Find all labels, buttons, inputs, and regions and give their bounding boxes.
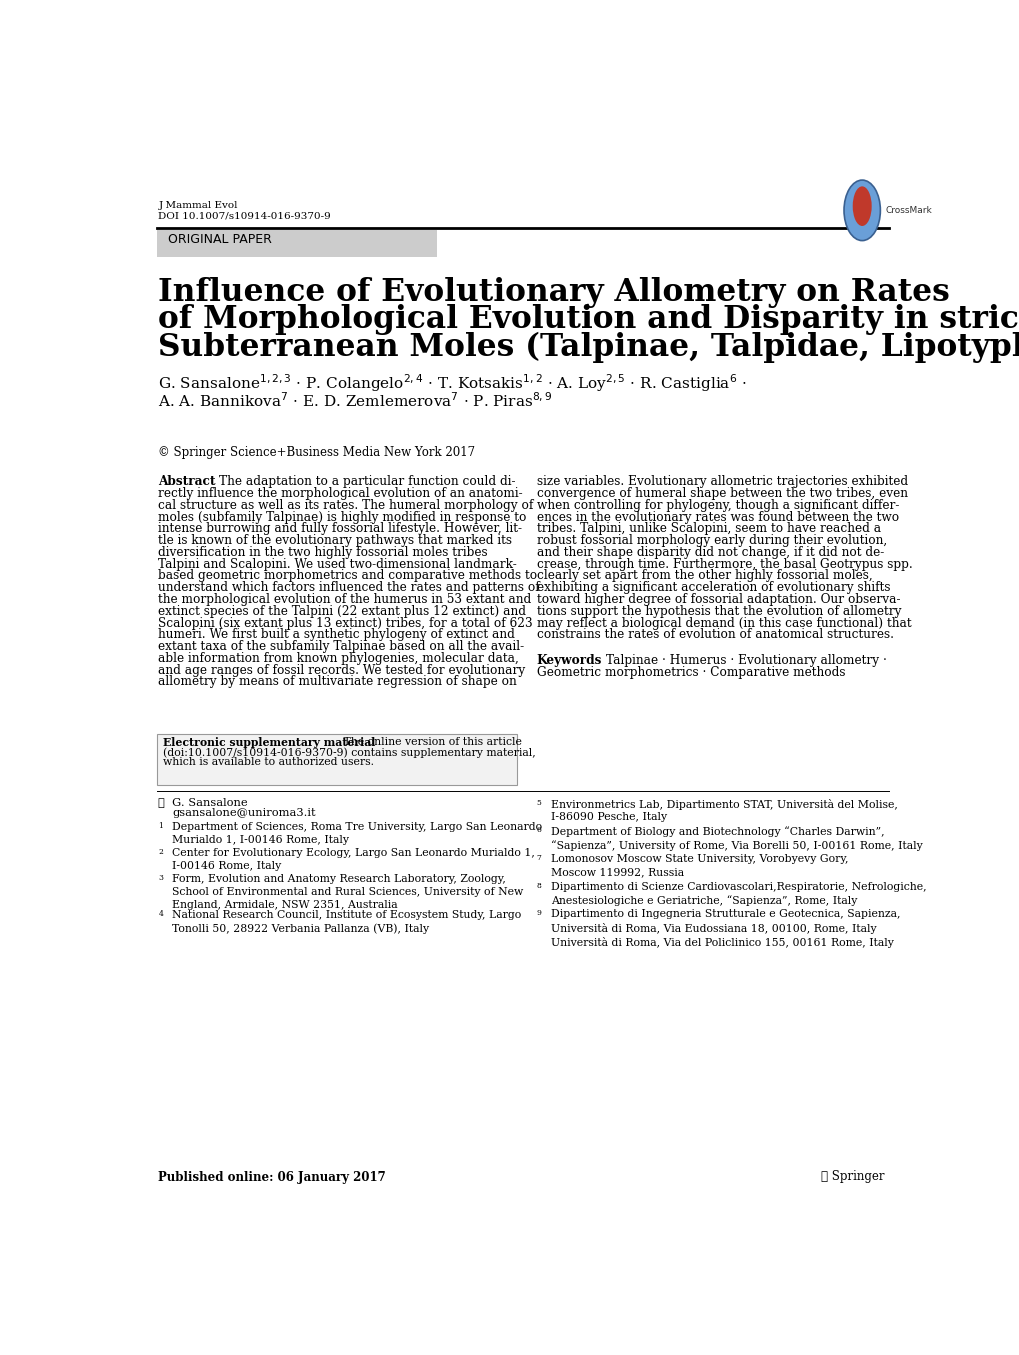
- Text: diversification in the two highly fossorial moles tribes: diversification in the two highly fossor…: [158, 546, 488, 558]
- Text: Influence of Evolutionary Allometry on Rates: Influence of Evolutionary Allometry on R…: [158, 276, 950, 308]
- Text: moles (subfamily Talpinae) is highly modified in response to: moles (subfamily Talpinae) is highly mod…: [158, 511, 527, 523]
- Text: able information from known phylogenies, molecular data,: able information from known phylogenies,…: [158, 652, 519, 665]
- Text: extant taxa of the subfamily Talpinae based on all the avail-: extant taxa of the subfamily Talpinae ba…: [158, 640, 524, 653]
- FancyBboxPatch shape: [157, 734, 517, 785]
- Text: understand which factors influenced the rates and patterns of: understand which factors influenced the …: [158, 581, 540, 595]
- Text: cal structure as well as its rates. The humeral morphology of: cal structure as well as its rates. The …: [158, 499, 533, 512]
- Text: Environmetrics Lab, Dipartimento STAT, Università del Molise,
I-86090 Pesche, It: Environmetrics Lab, Dipartimento STAT, U…: [550, 798, 897, 822]
- Text: Electronic supplementary material: Electronic supplementary material: [163, 737, 375, 748]
- Text: robust fossorial morphology early during their evolution,: robust fossorial morphology early during…: [536, 534, 887, 547]
- Text: Department of Sciences, Roma Tre University, Largo San Leonardo
Murialdo 1, I-00: Department of Sciences, Roma Tre Univers…: [172, 821, 542, 844]
- Text: Talpini and Scalopini. We used two-dimensional landmark-: Talpini and Scalopini. We used two-dimen…: [158, 558, 517, 570]
- Text: Form, Evolution and Anatomy Research Laboratory, Zoology,
School of Environmenta: Form, Evolution and Anatomy Research Lab…: [172, 874, 523, 909]
- Text: the morphological evolution of the humerus in 53 extant and: the morphological evolution of the humer…: [158, 593, 531, 606]
- Text: rectly influence the morphological evolution of an anatomi-: rectly influence the morphological evolu…: [158, 486, 523, 500]
- Text: crease, through time. Furthermore, the basal Geotrypus spp.: crease, through time. Furthermore, the b…: [536, 558, 912, 570]
- Text: humeri. We first built a synthetic phylogeny of extinct and: humeri. We first built a synthetic phylo…: [158, 629, 515, 641]
- Text: toward higher degree of fossorial adaptation. Our observa-: toward higher degree of fossorial adapta…: [536, 593, 900, 606]
- Text: and their shape disparity did not change, if it did not de-: and their shape disparity did not change…: [536, 546, 883, 558]
- Text: 2: 2: [158, 848, 163, 856]
- Text: exhibiting a significant acceleration of evolutionary shifts: exhibiting a significant acceleration of…: [536, 581, 890, 595]
- Text: The online version of this article: The online version of this article: [339, 737, 521, 747]
- Text: based geometric morphometrics and comparative methods to: based geometric morphometrics and compar…: [158, 569, 537, 583]
- Text: may reflect a biological demand (in this case functional) that: may reflect a biological demand (in this…: [536, 617, 910, 630]
- Text: CrossMark: CrossMark: [884, 206, 931, 215]
- Text: J Mammal Evol: J Mammal Evol: [158, 201, 237, 210]
- Text: The adaptation to a particular function could di-: The adaptation to a particular function …: [219, 476, 515, 488]
- Text: Abstract: Abstract: [158, 476, 216, 488]
- Text: tribes. Talpini, unlike Scalopini, seem to have reached a: tribes. Talpini, unlike Scalopini, seem …: [536, 522, 880, 535]
- Text: size variables. Evolutionary allometric trajectories exhibited: size variables. Evolutionary allometric …: [536, 476, 907, 488]
- Text: convergence of humeral shape between the two tribes, even: convergence of humeral shape between the…: [536, 486, 907, 500]
- Text: Dipartimento di Ingegneria Strutturale e Geotecnica, Sapienza,
Università di Rom: Dipartimento di Ingegneria Strutturale e…: [550, 909, 900, 947]
- Text: ORIGINAL PAPER: ORIGINAL PAPER: [168, 233, 271, 247]
- Text: Subterranean Moles (Talpinae, Talpidae, Lipotyphla, Mammalia): Subterranean Moles (Talpinae, Talpidae, …: [158, 332, 1019, 363]
- FancyBboxPatch shape: [157, 230, 437, 256]
- Text: Published online: 06 January 2017: Published online: 06 January 2017: [158, 1171, 386, 1184]
- Text: Center for Evolutionary Ecology, Largo San Leonardo Murialdo 1,
I-00146 Rome, It: Center for Evolutionary Ecology, Largo S…: [172, 848, 535, 871]
- Text: DOI 10.1007/s10914-016-9370-9: DOI 10.1007/s10914-016-9370-9: [158, 211, 331, 220]
- Text: 8: 8: [536, 882, 541, 890]
- Text: ences in the evolutionary rates was found between the two: ences in the evolutionary rates was foun…: [536, 511, 898, 523]
- Text: Dipartimento di Scienze Cardiovascolari,Respiratorie, Nefrologiche,
Anestesiolog: Dipartimento di Scienze Cardiovascolari,…: [550, 882, 925, 905]
- Text: gsansalone@uniroma3.it: gsansalone@uniroma3.it: [172, 808, 316, 818]
- Text: ✉  G. Sansalone: ✉ G. Sansalone: [158, 797, 248, 808]
- Text: 7: 7: [536, 854, 541, 862]
- Text: (doi:10.1007/s10914-016-9370-9) contains supplementary material,: (doi:10.1007/s10914-016-9370-9) contains…: [163, 747, 535, 757]
- Text: 5: 5: [536, 798, 541, 806]
- Text: © Springer Science+Business Media New York 2017: © Springer Science+Business Media New Yo…: [158, 446, 475, 459]
- Text: 9: 9: [536, 909, 541, 917]
- Text: 1: 1: [158, 821, 163, 829]
- Text: of Morphological Evolution and Disparity in strictly: of Morphological Evolution and Disparity…: [158, 305, 1019, 335]
- Text: intense burrowing and fully fossorial lifestyle. However, lit-: intense burrowing and fully fossorial li…: [158, 522, 522, 535]
- Text: National Research Council, Institute of Ecosystem Study, Largo
Tonolli 50, 28922: National Research Council, Institute of …: [172, 911, 521, 934]
- Text: A. A. Bannikova$^{7}$ $\cdot$ E. D. Zemlemerova$^{7}$ $\cdot$ P. Piras$^{8,9}$: A. A. Bannikova$^{7}$ $\cdot$ E. D. Zeml…: [158, 392, 552, 411]
- Text: and age ranges of fossil records. We tested for evolutionary: and age ranges of fossil records. We tes…: [158, 664, 525, 676]
- Text: 6: 6: [536, 827, 541, 835]
- Text: G. Sansalone$^{1,2,3}$ $\cdot$ P. Colangelo$^{2,4}$ $\cdot$ T. Kotsakis$^{1,2}$ : G. Sansalone$^{1,2,3}$ $\cdot$ P. Colang…: [158, 373, 746, 394]
- Text: clearly set apart from the other highly fossorial moles,: clearly set apart from the other highly …: [536, 569, 871, 583]
- Text: extinct species of the Talpini (22 extant plus 12 extinct) and: extinct species of the Talpini (22 extan…: [158, 604, 526, 618]
- Text: Talpinae · Humerus · Evolutionary allometry ·: Talpinae · Humerus · Evolutionary allome…: [605, 654, 886, 667]
- Text: Lomonosov Moscow State University, Vorobyevy Gory,
Moscow 119992, Russia: Lomonosov Moscow State University, Vorob…: [550, 854, 848, 877]
- Text: constrains the rates of evolution of anatomical structures.: constrains the rates of evolution of ana…: [536, 629, 893, 641]
- Text: Scalopini (six extant plus 13 extinct) tribes, for a total of 623: Scalopini (six extant plus 13 extinct) t…: [158, 617, 533, 630]
- Text: 4: 4: [158, 911, 163, 919]
- Text: when controlling for phylogeny, though a significant differ-: when controlling for phylogeny, though a…: [536, 499, 898, 512]
- Text: Department of Biology and Biotechnology “Charles Darwin”,
“Sapienza”, University: Department of Biology and Biotechnology …: [550, 827, 921, 851]
- Text: ⨿ Springer: ⨿ Springer: [820, 1169, 883, 1183]
- Ellipse shape: [852, 187, 871, 226]
- Text: 3: 3: [158, 874, 163, 882]
- Text: tions support the hypothesis that the evolution of allometry: tions support the hypothesis that the ev…: [536, 604, 901, 618]
- Text: which is available to authorized users.: which is available to authorized users.: [163, 757, 374, 767]
- Text: tle is known of the evolutionary pathways that marked its: tle is known of the evolutionary pathway…: [158, 534, 512, 547]
- Ellipse shape: [843, 180, 879, 241]
- Text: allometry by means of multivariate regression of shape on: allometry by means of multivariate regre…: [158, 676, 517, 688]
- Text: Keywords: Keywords: [536, 654, 601, 667]
- Text: Geometric morphometrics · Comparative methods: Geometric morphometrics · Comparative me…: [536, 665, 845, 679]
